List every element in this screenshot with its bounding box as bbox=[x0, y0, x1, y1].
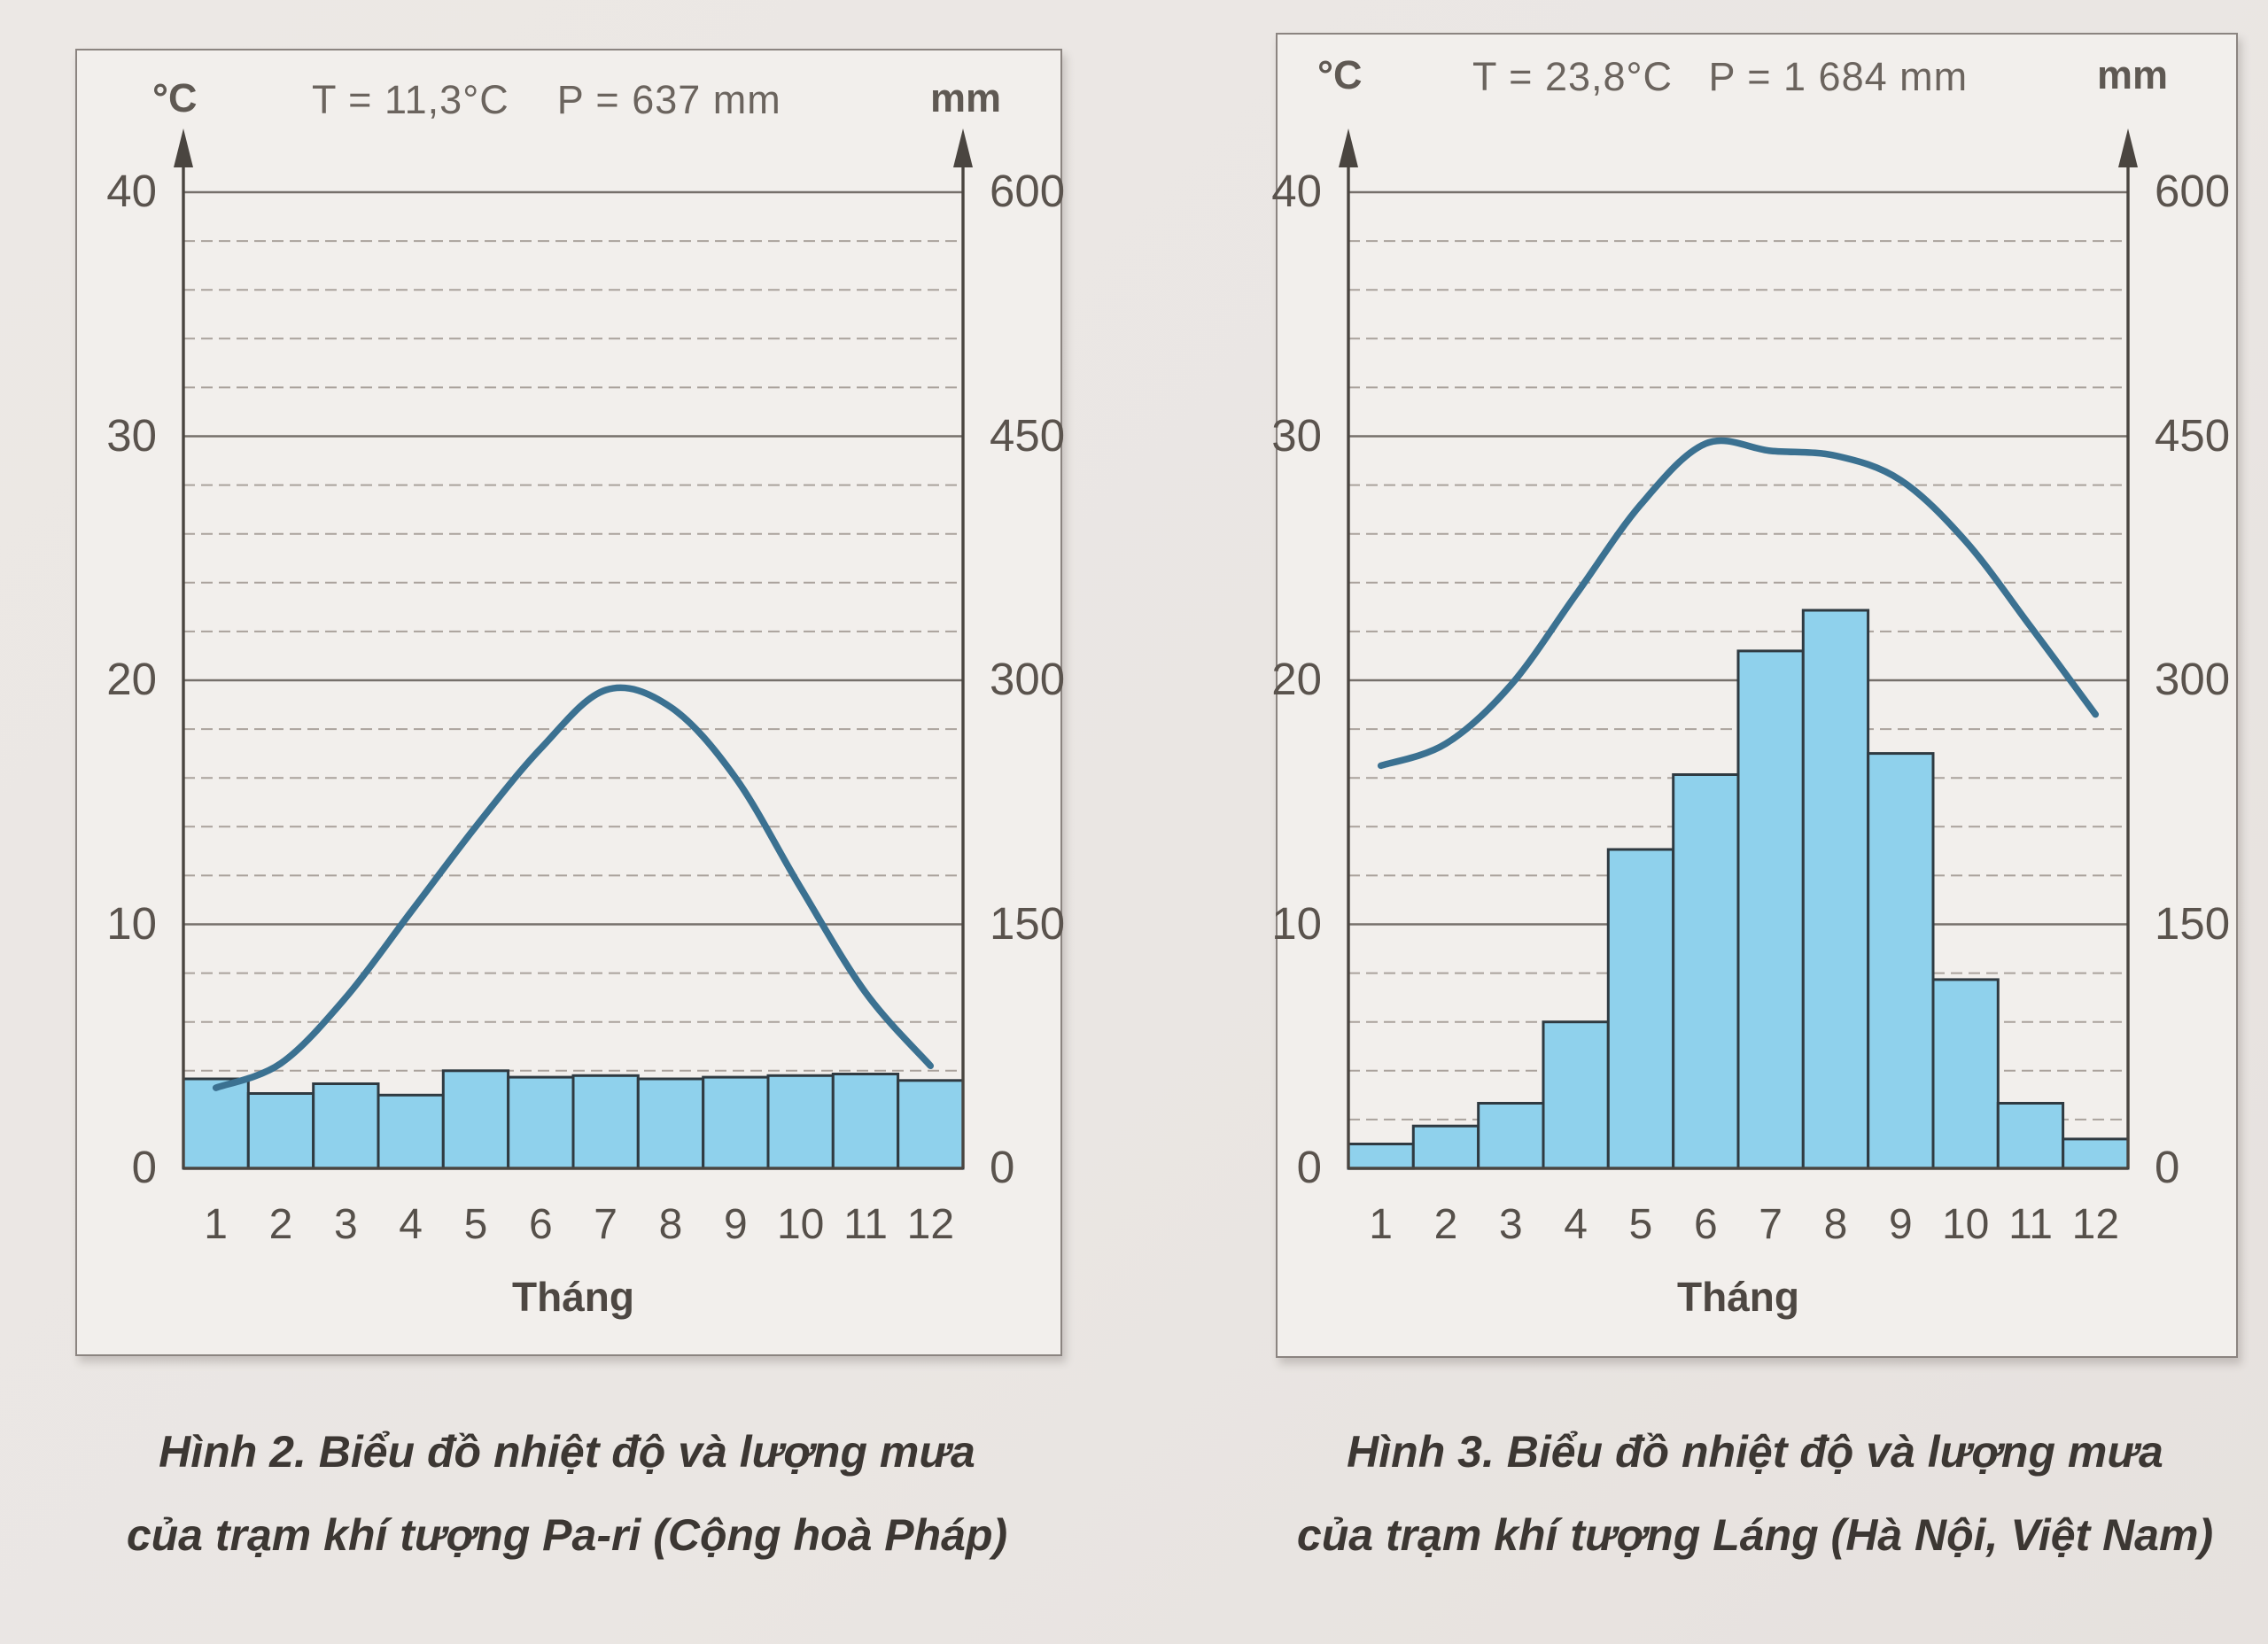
month-tick-label: 6 bbox=[528, 1201, 553, 1248]
month-tick-label: 4 bbox=[399, 1201, 423, 1248]
temp-axis-tick: 0 bbox=[1296, 1142, 1322, 1192]
precipitation-bar bbox=[702, 1075, 770, 1170]
temp-axis-tick: 40 bbox=[106, 166, 157, 216]
month-tick-label: 1 bbox=[204, 1201, 229, 1248]
precipitation-bar bbox=[1672, 773, 1740, 1170]
precipitation-bar bbox=[441, 1069, 510, 1170]
figure-caption-line1: Hình 2. Biểu đồ nhiệt độ và lượng mưa bbox=[159, 1427, 975, 1477]
precip-axis-tick: 450 bbox=[990, 409, 1066, 461]
precipitation-bar bbox=[1542, 1020, 1610, 1170]
precip-unit-label: mm bbox=[930, 75, 1002, 120]
chart-title-stats: T = 23,8°C P = 1 684 mm bbox=[1472, 54, 1969, 99]
precip-axis-tick: 600 bbox=[990, 166, 1066, 216]
month-tick-label: 11 bbox=[2008, 1201, 2053, 1248]
precip-axis-tick: 300 bbox=[990, 654, 1066, 704]
precipitation-bar bbox=[312, 1082, 380, 1170]
precipitation-bar bbox=[897, 1079, 965, 1170]
x-axis-title: Tháng bbox=[1677, 1274, 1799, 1320]
month-tick-label: 5 bbox=[463, 1201, 488, 1248]
precipitation-bar bbox=[571, 1074, 640, 1170]
month-tick-label: 3 bbox=[333, 1201, 358, 1248]
climograph-plot-lang bbox=[1339, 128, 2138, 1170]
precipitation-bar bbox=[1477, 1102, 1545, 1170]
precipitation-bar bbox=[1867, 752, 1935, 1170]
month-tick-label: 9 bbox=[1888, 1201, 1913, 1248]
month-tick-label: 8 bbox=[658, 1201, 683, 1248]
precipitation-bar bbox=[1606, 848, 1675, 1170]
month-tick-label: 10 bbox=[776, 1201, 825, 1248]
climograph-panel-lang: °C T = 23,8°C P = 1 684 mm mm 0 10 20 30 40 0… bbox=[1271, 33, 2238, 1358]
month-tick-label: 6 bbox=[1693, 1201, 1718, 1248]
precipitation-bar bbox=[766, 1074, 835, 1170]
precipitation-bar bbox=[1931, 978, 2000, 1170]
precipitation-bar bbox=[1996, 1102, 2065, 1170]
temp-axis-tick: 40 bbox=[1271, 166, 1322, 216]
precip-axis-tick: 450 bbox=[2155, 409, 2231, 461]
month-tick-label: 9 bbox=[723, 1201, 748, 1248]
axis-arrowhead bbox=[1339, 128, 1358, 167]
temp-axis-tick: 10 bbox=[106, 897, 157, 949]
precip-axis-tick: 600 bbox=[2155, 166, 2231, 216]
temp-axis-tick: 10 bbox=[1271, 897, 1322, 949]
month-tick-label: 7 bbox=[594, 1201, 618, 1248]
precip-axis-tick: 0 bbox=[2155, 1142, 2180, 1192]
precipitation-bar bbox=[246, 1092, 315, 1170]
month-tick-label: 7 bbox=[1759, 1201, 1783, 1248]
precipitation-bar bbox=[182, 1077, 250, 1170]
precip-axis-tick: 0 bbox=[990, 1142, 1015, 1192]
figure-caption-line2: của trạm khí tượng Pa-ri (Cộng hoà Pháp) bbox=[126, 1510, 1008, 1560]
month-tick-label: 2 bbox=[268, 1201, 293, 1248]
x-axis-title: Tháng bbox=[512, 1274, 634, 1320]
temp-axis-tick: 20 bbox=[106, 654, 157, 704]
temperature-line bbox=[212, 684, 935, 1091]
month-tick-label: 12 bbox=[906, 1201, 955, 1248]
precipitation-bar bbox=[377, 1093, 445, 1170]
precip-axis-tick: 150 bbox=[990, 897, 1066, 949]
axis-arrowhead bbox=[2118, 128, 2138, 167]
month-tick-label: 5 bbox=[1628, 1201, 1653, 1248]
figure-caption-line1: Hình 3. Biểu đồ nhiệt độ và lượng mưa bbox=[1347, 1427, 2163, 1477]
precip-axis-tick: 300 bbox=[2155, 654, 2231, 704]
figure-caption-paris: Hình 2. Biểu đồ nhiệt độ và lượng mưa củ… bbox=[75, 1410, 1059, 1577]
month-tick-label: 11 bbox=[843, 1201, 888, 1248]
climograph-panel-paris: °C T = 11,3°C P = 637 mm mm 0 10 20 30 40 0 15… bbox=[75, 49, 1065, 1356]
figure-caption-line2: của trạm khí tượng Láng (Hà Nội, Việt Na… bbox=[1296, 1510, 2214, 1560]
temp-axis-tick: 30 bbox=[1271, 409, 1322, 461]
temp-unit-label: °C bbox=[1317, 52, 1363, 97]
month-tick-label: 3 bbox=[1498, 1201, 1523, 1248]
precipitation-bar bbox=[507, 1075, 575, 1170]
temp-axis-tick: 0 bbox=[131, 1142, 157, 1192]
figure-caption-lang: Hình 3. Biểu đồ nhiệt độ và lượng mưa củ… bbox=[1148, 1410, 2268, 1577]
month-tick-label: 10 bbox=[1941, 1201, 1990, 1248]
temp-axis-tick: 30 bbox=[106, 409, 157, 461]
precip-axis-tick: 150 bbox=[2155, 897, 2231, 949]
precipitation-bar bbox=[1411, 1124, 1480, 1170]
axis-arrowhead bbox=[953, 128, 973, 167]
temperature-line bbox=[1377, 437, 2100, 770]
precip-unit-label: mm bbox=[2097, 52, 2169, 97]
precipitation-bar bbox=[831, 1073, 900, 1170]
temp-unit-label: °C bbox=[152, 75, 198, 120]
axis-arrowhead bbox=[174, 128, 193, 167]
precipitation-bar bbox=[2062, 1137, 2130, 1170]
month-tick-label: 8 bbox=[1823, 1201, 1848, 1248]
precipitation-bar bbox=[636, 1077, 705, 1170]
climograph-plot-paris bbox=[174, 128, 973, 1170]
precipitation-bar bbox=[1347, 1143, 1415, 1170]
precipitation-bar bbox=[1801, 609, 1870, 1170]
month-tick-label: 12 bbox=[2071, 1201, 2120, 1248]
precipitation-bar bbox=[1736, 649, 1805, 1170]
month-tick-label: 2 bbox=[1433, 1201, 1458, 1248]
month-tick-label: 1 bbox=[1369, 1201, 1394, 1248]
month-tick-label: 4 bbox=[1564, 1201, 1588, 1248]
temp-axis-tick: 20 bbox=[1271, 654, 1322, 704]
chart-title-stats: T = 11,3°C P = 637 mm bbox=[312, 77, 781, 122]
